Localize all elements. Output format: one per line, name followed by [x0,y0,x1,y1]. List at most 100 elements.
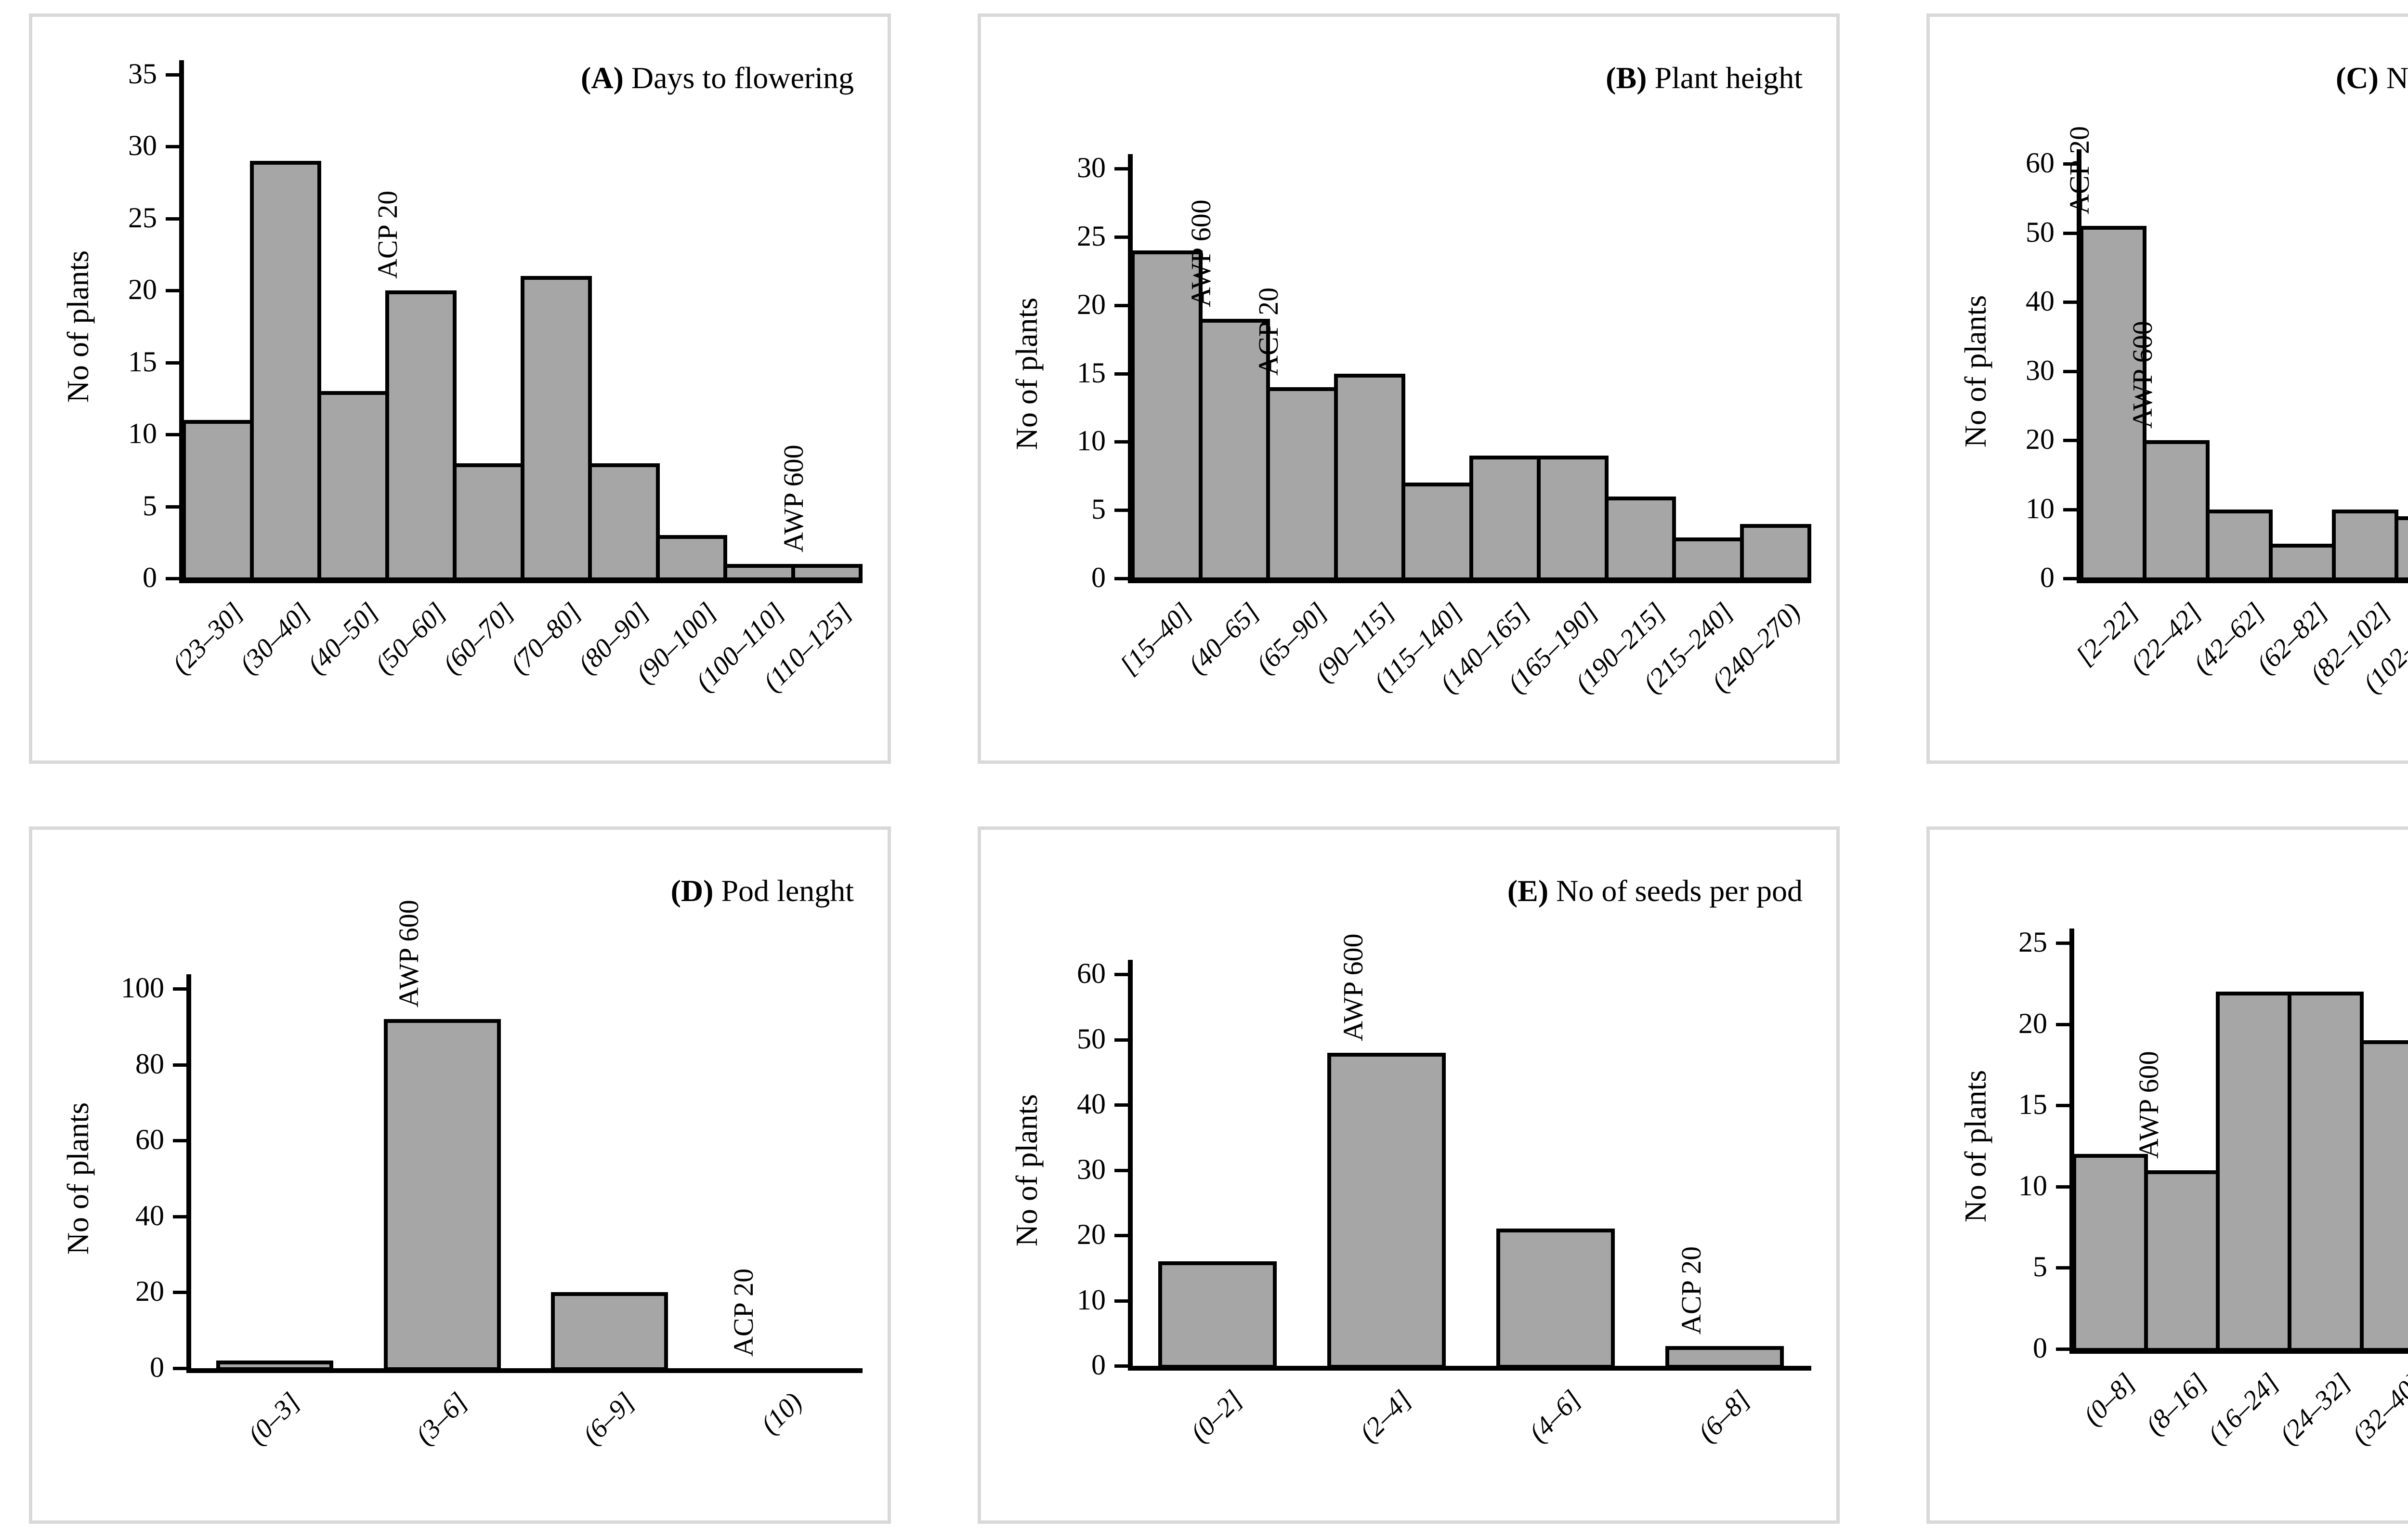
y-tick-label: 30 [2026,354,2055,386]
y-tick-mark [1114,1234,1128,1237]
y-tick-label: 20 [128,274,157,306]
y-tick-mark [166,145,179,149]
x-tick-label: (8–16] [2140,1367,2213,1441]
y-tick-mark [2063,508,2077,511]
y-tick-mark [166,577,179,580]
y-tick-label: 80 [135,1047,164,1080]
y-axis-title: No of plants [1958,295,1992,447]
y-tick-label: 25 [1077,220,1106,252]
bar [551,1292,668,1371]
bar [2216,992,2292,1352]
chart-title-text: Plant height [1654,61,1803,95]
y-tick-label: 0 [150,1351,164,1384]
bar [588,463,660,581]
y-tick-label: 10 [2018,1169,2047,1202]
bar [2395,516,2408,581]
x-tick-label: (23–30] [166,597,249,680]
genotype-annotation: AWP 600 [2133,1051,2164,1159]
y-tick-label: 0 [143,562,157,594]
y-axis-line [186,974,191,1373]
y-tick-label: 100 [121,972,164,1004]
x-axis-line [2069,1349,2408,1354]
bar [1198,319,1270,581]
y-tick-mark [2063,439,2077,442]
genotype-annotation: AWP 600 [1185,199,1217,308]
x-axis-line [2077,578,2408,583]
y-tick-mark [2063,231,2077,235]
y-axis-line [2069,929,2074,1354]
y-tick-label: 10 [128,418,157,450]
y-tick-label: 60 [1077,957,1106,990]
y-tick-mark [1114,440,1128,444]
x-tick-label: (24–32] [2274,1367,2357,1451]
genotype-annotation: AWP 600 [777,445,809,553]
y-tick-mark [2063,301,2077,304]
x-tick-label: (6–8] [1692,1384,1756,1448]
x-tick-label: (40–65] [1182,597,1266,680]
y-tick-mark [2063,162,2077,166]
y-tick-label: 35 [128,58,157,90]
y-tick-mark [166,433,179,437]
y-tick-mark [166,217,179,221]
x-tick-label: (4–6] [1523,1384,1587,1448]
y-tick-mark [1114,372,1128,376]
y-tick-mark [1114,1038,1128,1042]
y-tick-mark [173,987,186,991]
y-tick-mark [1114,577,1128,580]
y-tick-label: 40 [1077,1088,1106,1120]
bar [383,1019,501,1371]
y-tick-mark [173,1063,186,1067]
y-tick-mark [1114,167,1128,170]
y-tick-label: 50 [1077,1022,1106,1055]
y-tick-label: 20 [1077,288,1106,320]
y-tick-mark [2063,577,2077,580]
panel-f: (F)Harvest indexNo of plants0510152025(0… [1926,826,2408,1524]
chart-title-text: Pod lenght [721,874,854,908]
genotype-annotation: AWP 600 [393,900,425,1008]
x-tick-label: (30–40] [234,597,317,680]
bar [655,535,727,581]
chart-title-text: Days to flowering [631,61,854,95]
x-tick-label: (0–3] [242,1387,306,1451]
x-axis-line [179,578,863,583]
bar [453,463,524,581]
y-tick-mark [2056,942,2069,945]
y-tick-label: 0 [2040,562,2055,594]
bar [1672,537,1744,581]
y-tick-label: 10 [1077,1283,1106,1316]
panel-b: (B) Plant height No of plants 0 5 10 15 20 25 30 [… [978,13,1840,764]
y-tick-label: 40 [135,1199,164,1231]
chart-title: (B) Plant height [1606,60,1803,96]
bar [2359,1040,2408,1352]
x-tick-label: (2–4] [1354,1384,1418,1448]
y-tick-label: 60 [2026,147,2055,179]
y-axis-title: No of plants [61,1102,95,1255]
y-tick-label: 20 [135,1275,164,1308]
x-tick-label: [15–40] [1114,597,1198,681]
y-tick-label: 20 [1077,1218,1106,1251]
panel-c: (C) No of pods per plant No of plants 0 10 20… [1926,13,2408,764]
y-tick-mark [2056,1185,2069,1189]
y-tick-mark [2056,1022,2069,1026]
panel-letter-label: (B) [1606,61,1647,95]
y-axis-title: No of plants [1009,1094,1044,1246]
bar [1327,1052,1446,1369]
y-axis-line [2077,149,2081,583]
x-axis-line [1128,578,1811,583]
panel-letter-label: (D) [670,874,714,908]
bar [1496,1229,1615,1369]
y-tick-mark [166,289,179,293]
bar [1665,1346,1784,1369]
genotype-annotation: ACP 20 [1253,287,1284,376]
bar [2268,544,2336,581]
y-axis-title: No of plants [1009,297,1044,450]
x-tick-label: (10) [755,1387,808,1440]
y-tick-label: 50 [2026,216,2055,248]
x-tick-label: (16–24] [2202,1367,2285,1451]
bar [2331,509,2399,581]
bar [1158,1261,1277,1369]
x-tick-label: (70–80] [504,597,588,680]
bar [2142,440,2210,581]
y-tick-mark [166,73,179,77]
